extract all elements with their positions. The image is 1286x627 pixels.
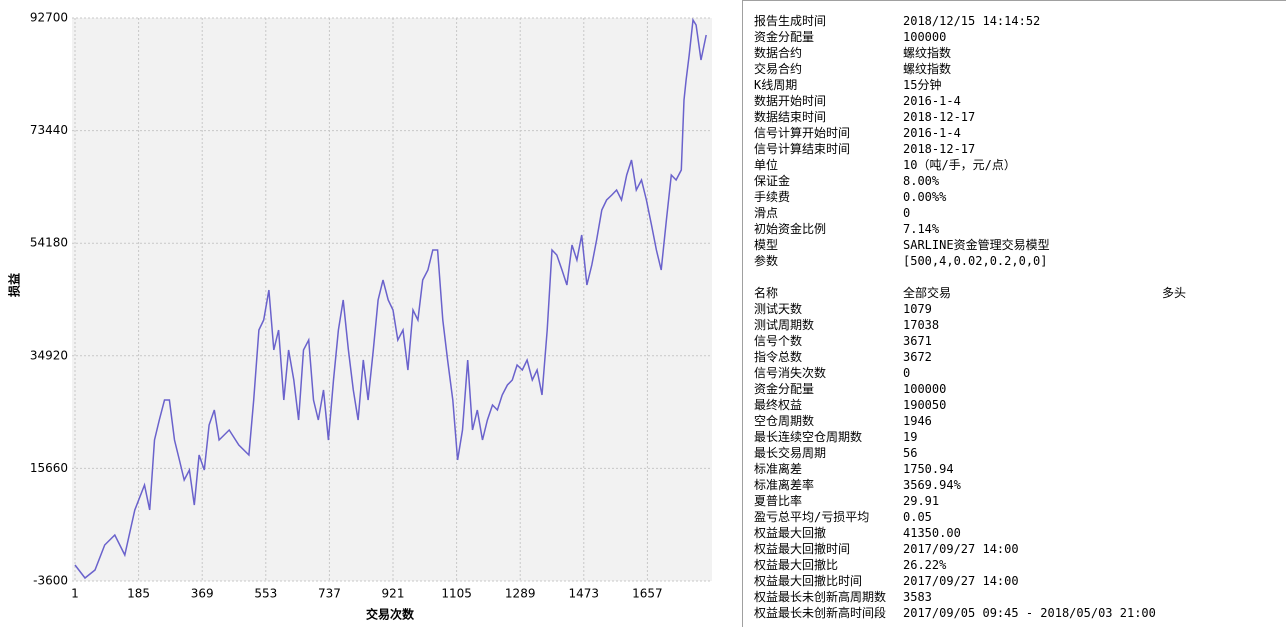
report-cell: 权益最大回撤 (754, 526, 827, 540)
report-cell: 2018/12/15 14:14:52 (903, 14, 1041, 28)
y-tick-label: 73440 (30, 123, 68, 137)
report-cell: 3583 (903, 590, 932, 604)
report-cell: 3672 (903, 350, 932, 364)
report-cell: 数据开始时间 (754, 94, 827, 108)
report-cell: 数据合约 (754, 46, 803, 60)
report-cell: 信号消失次数 (754, 366, 827, 380)
equity-line (74, 17, 707, 580)
report-cell: 单位 (754, 158, 779, 172)
report-cell: 信号计算开始时间 (754, 126, 851, 140)
report-cell: 交易合约 (754, 62, 803, 76)
report-cell: 2017/09/27 14:00 (903, 542, 1019, 556)
report-cell: 0.05 (903, 510, 932, 524)
report-cell: 最长交易周期 (754, 446, 827, 460)
report-cell: 信号计算结束时间 (754, 142, 851, 156)
report-cell: 190050 (903, 398, 947, 412)
report-cell: 资金分配量 (754, 30, 815, 44)
report-cell: 2016-1-4 (903, 94, 961, 108)
x-tick-label: 1105 (441, 587, 472, 601)
report-cell: 测试天数 (754, 302, 803, 316)
report-cell: 8.00% (903, 174, 940, 188)
report-cell: 26.22% (903, 558, 947, 572)
report-cell: 1750.94 (903, 462, 954, 476)
report-cell: 1079 (903, 302, 932, 316)
x-tick-label: 737 (318, 587, 341, 601)
report-cell: 空仓周期数 (754, 414, 815, 428)
report-cell: 100000 (903, 30, 947, 44)
report-cell: 盈亏总平均/亏损平均 (754, 510, 870, 524)
report-cell: 2017/09/05 09:45 - 2018/05/03 21:00 (903, 606, 1156, 620)
report-cell: 最长连续空仓周期数 (754, 430, 863, 444)
x-tick-label: 1289 (505, 587, 536, 601)
report-cell: 标准离差率 (754, 478, 815, 492)
report-cell: 19 (903, 430, 918, 444)
report-cell: 名称 (754, 286, 779, 300)
report-panel: 报告生成时间 2018/12/15 14:14:52 资金分配量 100000 数据合约… (742, 0, 1286, 627)
plot-area (72, 18, 712, 581)
report-cell: 指令总数 (754, 350, 803, 364)
report-cell: 权益最长未创新高时间段 (754, 606, 887, 620)
report-cell: 滑点 (754, 206, 779, 220)
report-cell: 保证金 (754, 174, 791, 188)
y-tick-label: -3600 (33, 574, 68, 588)
report-cell: 权益最大回撤比时间 (754, 574, 863, 588)
report-cell: 螺纹指数 (903, 62, 952, 76)
x-tick-label: 553 (254, 587, 277, 601)
report-cell: 0.00%% (903, 190, 947, 204)
x-tick-label: 1 (71, 587, 79, 601)
x-tick-label: 369 (191, 587, 214, 601)
report-cell: 权益最长未创新高周期数 (754, 590, 887, 604)
report-cell: 模型 (754, 238, 779, 252)
report-cell: 报告生成时间 (754, 14, 827, 28)
y-tick-label: 15660 (30, 461, 68, 475)
report-cell: 3671 (903, 334, 932, 348)
y-tick-label: 34920 (30, 348, 68, 362)
y-axis-label: 损益 (7, 273, 22, 297)
report-cell: 最终权益 (754, 398, 803, 412)
report-cell: 100000 (903, 382, 947, 396)
report-cell: 初始资金比例 (754, 222, 827, 236)
report-cell: 权益最大回撤比 (754, 558, 839, 572)
report-cell: 2016-1-4 (903, 126, 961, 140)
report-cell: 56 (903, 446, 918, 460)
report-cell: 10（吨/手，元/点） (903, 158, 1016, 172)
report-cell: 数据结束时间 (754, 110, 827, 124)
report-cell: SARLINE资金管理交易模型 (903, 238, 1050, 252)
report-cell: 0 (903, 366, 911, 380)
report-cell: 手续费 (754, 190, 791, 204)
y-tick-label: 92700 (30, 11, 68, 25)
report-cell: 多头 (1162, 286, 1187, 300)
report-cell: 1946 (903, 414, 932, 428)
report-cell: 29.91 (903, 494, 940, 508)
report-cell: 测试周期数 (754, 318, 815, 332)
report-cell: 夏普比率 (754, 494, 803, 508)
report-cell: [500,4,0.02,0.2,0,0] (903, 254, 1048, 268)
report-cell: K线周期 (754, 78, 798, 92)
report-cell: 0 (903, 206, 911, 220)
report-cell: 资金分配量 (754, 382, 815, 396)
x-tick-label: 1473 (569, 587, 600, 601)
report-cell: 17038 (903, 318, 940, 332)
x-axis-label: 交易次数 (366, 607, 415, 622)
report-cell: 41350.00 (903, 526, 961, 540)
y-tick-label: 54180 (30, 236, 68, 250)
report-cell: 3569.94% (903, 478, 961, 492)
report-cell: 7.14% (903, 222, 940, 236)
report-cell: 2017/09/27 14:00 (903, 574, 1019, 588)
report-cell: 螺纹指数 (903, 46, 952, 60)
report-cell: 标准离差 (754, 462, 803, 476)
report-cell: 15分钟 (903, 78, 942, 92)
x-tick-label: 921 (382, 587, 405, 601)
report-cell: 权益最大回撤时间 (754, 542, 851, 556)
x-tick-label: 1657 (632, 587, 663, 601)
report-cell: 全部交易 (903, 286, 952, 300)
report-cell: 2018-12-17 (903, 110, 976, 124)
x-tick-label: 185 (127, 587, 150, 601)
report-cell: 参数 (754, 254, 779, 268)
report-cell: 2018-12-17 (903, 142, 976, 156)
report-cell: 信号个数 (754, 334, 803, 348)
